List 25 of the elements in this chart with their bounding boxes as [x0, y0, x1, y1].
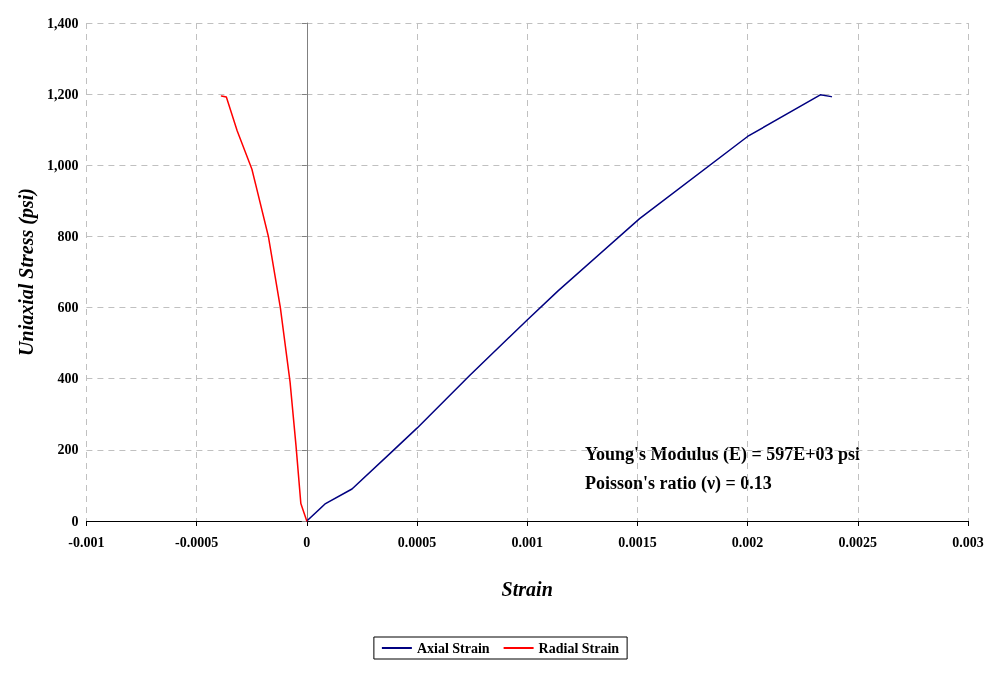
y-tick-label: 1,200	[46, 86, 79, 102]
y-tick-label: 1,000	[46, 157, 79, 173]
annotation: Young's Modulus (E) = 597E+03 psi	[585, 444, 861, 465]
annotation: Poisson's ratio (ν) = 0.13	[585, 473, 772, 494]
y-tick-label: 800	[57, 228, 79, 244]
y-axis-title: Uniaxial Stress (psi)	[15, 188, 38, 356]
x-tick-label: -0.0005	[175, 534, 219, 550]
x-tick-label: 0.0025	[838, 534, 878, 550]
x-tick-label: 0.002	[731, 534, 764, 550]
x-tick-label: -0.001	[68, 534, 105, 550]
x-tick-label: 0.0005	[397, 534, 437, 550]
line-series	[220, 95, 308, 522]
y-tick-label: 600	[57, 300, 79, 316]
x-axis-title: Strain	[501, 578, 553, 600]
legend-label: Axial Strain	[416, 640, 490, 656]
x-tick-label: 0	[303, 534, 311, 550]
y-tick-label: 400	[57, 371, 79, 387]
line-series	[306, 94, 833, 522]
x-tick-label: 0.0015	[618, 534, 657, 550]
x-tick-label: 0.001	[511, 534, 543, 550]
x-tick-label: 0.003	[952, 534, 984, 550]
legend-label: Radial Strain	[538, 640, 620, 656]
y-tick-label: 200	[57, 442, 79, 458]
y-tick-label: 1,400	[46, 15, 79, 31]
y-tick-label: 0	[71, 513, 79, 529]
